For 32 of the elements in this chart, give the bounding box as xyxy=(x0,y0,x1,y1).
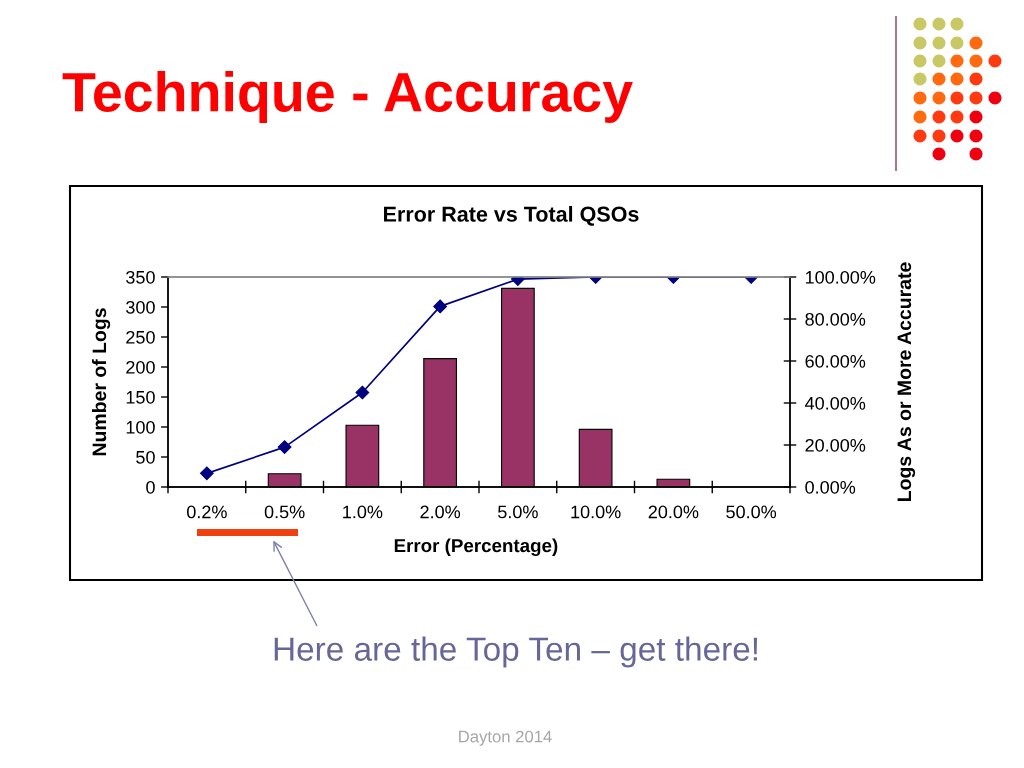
x-tick-label: 20.0% xyxy=(648,505,699,519)
point xyxy=(199,466,214,481)
y-tick-label: 0 xyxy=(146,480,155,494)
point xyxy=(277,440,292,454)
chart-subtitle: Error Rate vs Total QSOs xyxy=(384,205,639,226)
x-tick-label: 50.0% xyxy=(726,505,777,519)
y-tick-label: 100 xyxy=(126,420,155,434)
y2-tick-label: 60.00% xyxy=(805,354,866,368)
point xyxy=(355,385,370,400)
x-tick-label: 0.5% xyxy=(264,505,305,519)
x-tick-label: 10.0% xyxy=(571,505,621,519)
x-tick-label: 2.0% xyxy=(420,505,461,519)
y-tick-label: 150 xyxy=(126,390,155,404)
x-tick-label: 5.0% xyxy=(498,505,538,519)
y2-axis-title: Logs As or More Accurate xyxy=(897,262,916,501)
y2-tick-label: 0.00% xyxy=(805,480,856,494)
chart-title: Technique - Accuracy xyxy=(62,71,633,123)
x-tick-label: 1.0% xyxy=(343,505,383,519)
text: Here are the Top Ten – get there! xyxy=(274,636,757,668)
y2-tick-label: 40.00% xyxy=(805,396,866,410)
y2-tick-label: 80.00% xyxy=(805,312,866,326)
y-tick-label: 50 xyxy=(136,450,155,464)
y-tick-label: 300 xyxy=(126,300,155,314)
y-axis-title: Number of Logs xyxy=(91,308,111,456)
y2-tick-label: 20.00% xyxy=(805,438,866,452)
y2-tick-label: 100.00% xyxy=(805,270,876,284)
y-tick-label: 200 xyxy=(126,360,155,374)
y-tick-label: 350 xyxy=(126,270,155,284)
x-tick-label: 0.2% xyxy=(187,505,227,519)
x-axis-title: Error (Percentage) xyxy=(394,538,558,557)
text: Dayton 2014 xyxy=(459,730,552,746)
y-tick-label: 250 xyxy=(126,330,155,344)
